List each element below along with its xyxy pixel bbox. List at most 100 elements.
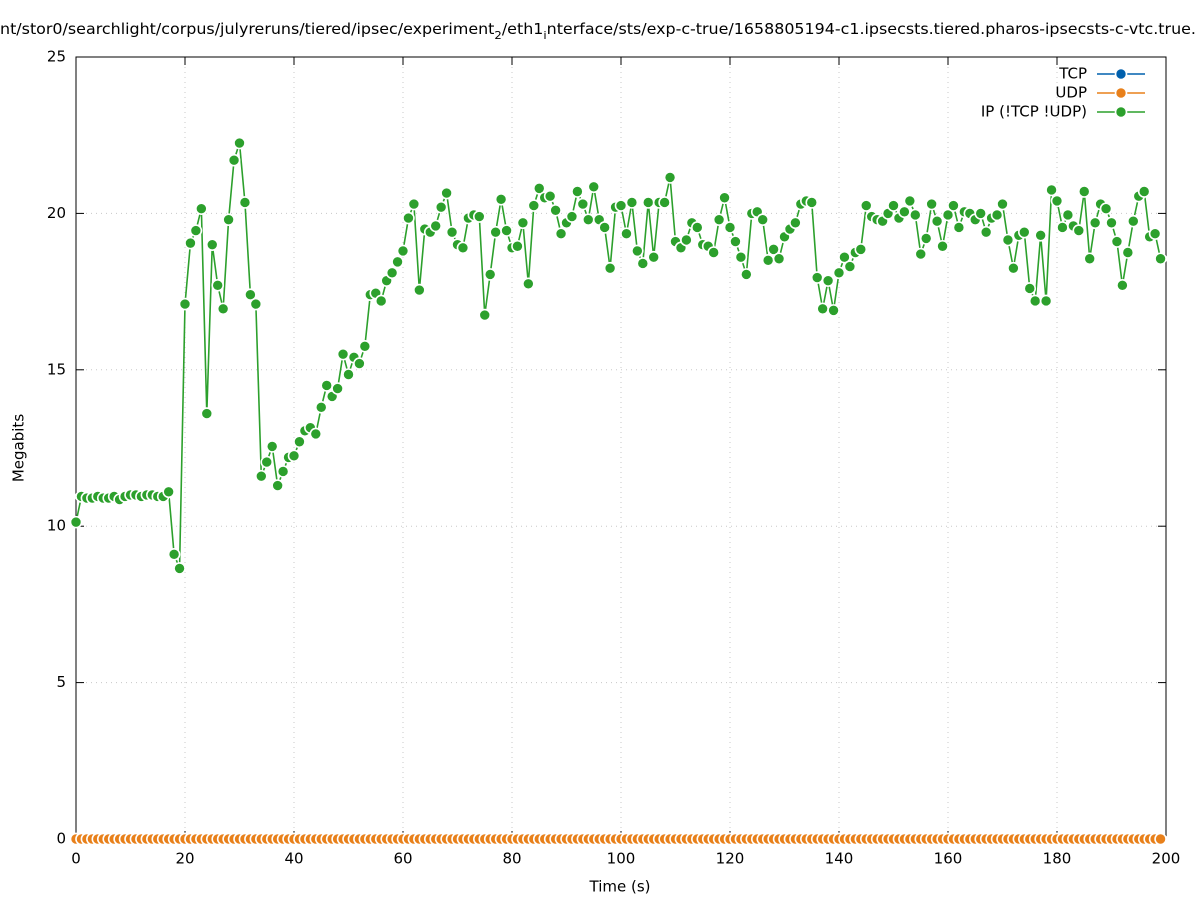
data-point: [821, 274, 835, 287]
x-tick-label: 180: [1043, 850, 1072, 868]
data-point: [1148, 227, 1162, 241]
legend-marker: [1114, 105, 1128, 119]
data-point: [189, 224, 203, 237]
data-point: [1023, 282, 1037, 295]
series: [69, 832, 1167, 846]
data-point: [265, 440, 279, 453]
data-point: [936, 239, 949, 253]
series: [69, 136, 1167, 575]
x-tick-label: 140: [825, 850, 854, 868]
data-point: [276, 465, 290, 478]
data-point: [1028, 294, 1042, 308]
data-point: [374, 294, 388, 308]
data-point: [1121, 246, 1135, 259]
data-point: [456, 241, 470, 255]
data-point: [522, 277, 535, 291]
data-point: [919, 232, 933, 245]
data-point: [925, 197, 938, 211]
data-point: [1039, 294, 1053, 308]
title-part: nt/stor0/searchlight/corpus/julyreruns/t…: [0, 20, 495, 38]
data-point: [641, 196, 655, 209]
data-point: [614, 199, 628, 212]
data-point: [554, 227, 568, 241]
data-point: [314, 401, 328, 414]
data-point: [516, 216, 530, 230]
data-point: [167, 548, 181, 561]
data-point: [353, 357, 366, 370]
data-point: [385, 266, 399, 280]
data-point: [178, 297, 192, 311]
data-point: [1050, 194, 1064, 208]
data-point: [761, 254, 775, 267]
data-point: [620, 227, 633, 241]
data-point: [805, 196, 819, 209]
data-point: [434, 200, 448, 214]
x-tick-label: 80: [502, 850, 521, 868]
data-point: [810, 271, 824, 284]
data-point: [1056, 221, 1069, 234]
y-tick-label: 20: [47, 204, 66, 222]
data-point: [718, 191, 731, 205]
x-tick-label: 20: [175, 850, 194, 868]
data-point: [1061, 208, 1075, 222]
data-point: [184, 236, 197, 250]
data-point: [211, 279, 224, 292]
title-subscript: i: [543, 29, 546, 42]
data-point: [1116, 279, 1129, 292]
data-point: [195, 202, 208, 216]
legend-label: IP (!TCP !UDP): [981, 103, 1087, 121]
y-tick-label: 25: [47, 48, 66, 66]
x-tick-label: 40: [284, 850, 303, 868]
data-point: [625, 196, 639, 209]
data-point: [581, 213, 595, 226]
data-point: [216, 302, 230, 316]
title-subscript: 2: [494, 29, 501, 42]
data-point: [396, 244, 410, 258]
data-point: [712, 213, 726, 226]
data-point: [898, 205, 911, 219]
data-point: [947, 199, 960, 212]
data-point: [603, 261, 617, 275]
data-point: [908, 208, 922, 222]
data-point: [549, 203, 562, 217]
data-point: [930, 214, 944, 228]
data-point: [483, 268, 497, 281]
data-point: [729, 235, 742, 248]
data-point: [527, 199, 541, 212]
data-point: [260, 455, 274, 469]
data-point: [1127, 214, 1140, 228]
data-point: [1099, 202, 1113, 216]
data-point: [1154, 832, 1167, 846]
data-point: [1001, 233, 1015, 247]
data-point: [445, 225, 459, 239]
data-point: [903, 194, 917, 208]
data-point: [952, 221, 966, 234]
data-point: [772, 252, 786, 266]
data-point: [941, 208, 955, 222]
data-point: [1045, 183, 1058, 197]
y-tick-label: 15: [47, 360, 66, 378]
data-point: [854, 243, 868, 256]
data-point: [440, 186, 453, 200]
data-point: [1137, 185, 1151, 198]
x-tick-label: 200: [1152, 850, 1181, 868]
data-point: [494, 193, 508, 206]
data-point: [680, 233, 693, 247]
y-tick-label: 5: [56, 673, 66, 691]
data-point: [254, 469, 268, 483]
data-point: [244, 288, 257, 302]
data-point: [1154, 252, 1167, 266]
data-point: [200, 407, 214, 420]
data-point: [407, 197, 421, 211]
data-point: [914, 247, 928, 261]
data-point: [598, 221, 611, 234]
data-point: [996, 197, 1009, 211]
data-point: [1034, 228, 1047, 242]
data-point: [571, 185, 584, 198]
x-tick-label: 120: [716, 850, 745, 868]
data-point: [238, 196, 252, 209]
data-point: [723, 221, 737, 234]
data-point: [511, 239, 524, 253]
data-point: [647, 250, 661, 264]
